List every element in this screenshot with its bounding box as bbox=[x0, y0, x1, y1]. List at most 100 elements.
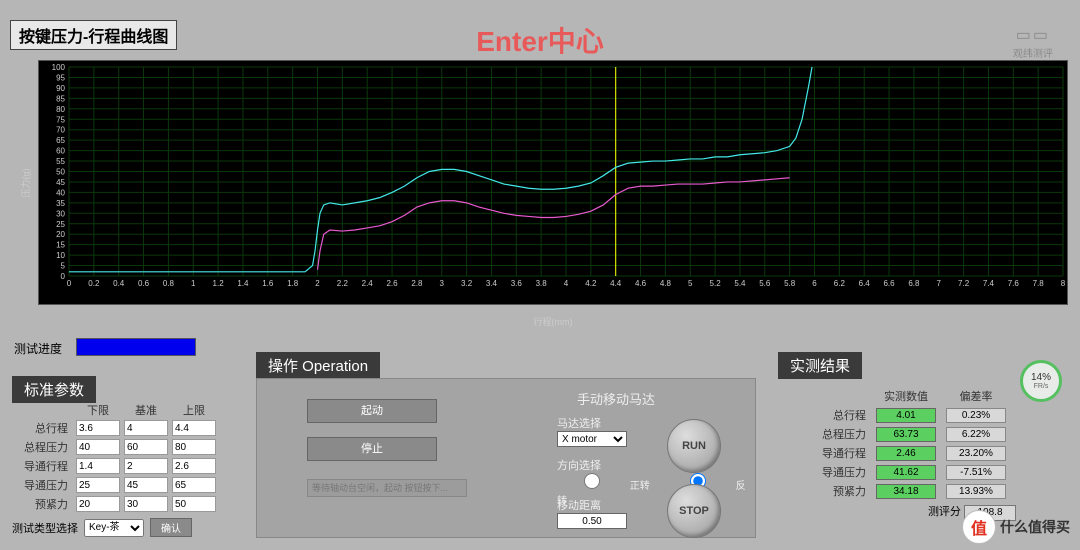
confirm-button[interactable]: 确认 bbox=[150, 518, 192, 537]
svg-text:40: 40 bbox=[56, 188, 65, 197]
svg-text:10: 10 bbox=[56, 251, 65, 260]
svg-text:50: 50 bbox=[56, 168, 65, 177]
svg-text:6: 6 bbox=[812, 279, 817, 288]
panel-title: 按键压力-行程曲线图 bbox=[10, 20, 177, 50]
svg-text:3.6: 3.6 bbox=[511, 279, 523, 288]
std-lo-input[interactable] bbox=[76, 496, 120, 512]
std-lo-input[interactable] bbox=[76, 458, 120, 474]
result-value: 34.18 bbox=[876, 484, 936, 499]
svg-text:2.8: 2.8 bbox=[411, 279, 423, 288]
svg-text:6.2: 6.2 bbox=[834, 279, 846, 288]
svg-text:25: 25 bbox=[56, 220, 65, 229]
results-title: 实测结果 bbox=[778, 352, 862, 379]
svg-text:5.6: 5.6 bbox=[759, 279, 771, 288]
svg-text:2.6: 2.6 bbox=[386, 279, 398, 288]
svg-text:1.8: 1.8 bbox=[287, 279, 299, 288]
svg-text:2: 2 bbox=[315, 279, 320, 288]
result-value: 2.46 bbox=[876, 446, 936, 461]
svg-text:5.8: 5.8 bbox=[784, 279, 796, 288]
svg-text:3.4: 3.4 bbox=[486, 279, 498, 288]
test-type-label: 测试类型选择 bbox=[12, 520, 78, 536]
svg-text:1.4: 1.4 bbox=[237, 279, 249, 288]
svg-text:2.4: 2.4 bbox=[362, 279, 374, 288]
svg-text:70: 70 bbox=[56, 126, 65, 135]
std-mid-input[interactable] bbox=[124, 420, 168, 436]
svg-text:15: 15 bbox=[56, 241, 65, 250]
std-hi-input[interactable] bbox=[172, 439, 216, 455]
svg-text:20: 20 bbox=[56, 230, 65, 239]
page-title: Enter中心 bbox=[476, 20, 604, 60]
dir-forward-radio[interactable]: 正转 bbox=[557, 481, 650, 492]
std-mid-input[interactable] bbox=[124, 496, 168, 512]
start-button[interactable]: 起动 bbox=[307, 399, 437, 423]
svg-text:4: 4 bbox=[564, 279, 569, 288]
motor-stop-button[interactable]: STOP bbox=[667, 484, 721, 538]
svg-text:5: 5 bbox=[688, 279, 693, 288]
score-label: 测评分 bbox=[928, 506, 961, 518]
std-hi-input[interactable] bbox=[172, 458, 216, 474]
svg-text:0: 0 bbox=[61, 272, 66, 281]
svg-text:80: 80 bbox=[56, 105, 65, 114]
svg-text:5.2: 5.2 bbox=[710, 279, 722, 288]
run-button[interactable]: RUN bbox=[667, 419, 721, 473]
svg-text:65: 65 bbox=[56, 136, 65, 145]
svg-text:7.2: 7.2 bbox=[958, 279, 970, 288]
svg-text:100: 100 bbox=[52, 63, 66, 72]
stop-button[interactable]: 停止 bbox=[307, 437, 437, 461]
svg-text:75: 75 bbox=[56, 115, 65, 124]
svg-text:1: 1 bbox=[191, 279, 196, 288]
std-hi-input[interactable] bbox=[172, 496, 216, 512]
svg-text:0.2: 0.2 bbox=[88, 279, 100, 288]
operation-title: 操作 Operation bbox=[256, 352, 380, 379]
svg-text:6.8: 6.8 bbox=[908, 279, 920, 288]
svg-text:3: 3 bbox=[440, 279, 445, 288]
standard-params-panel: 下限 基准 上限 总行程 总程压力 导通行程 导通压力 预紧力 测试类型选择 K… bbox=[12, 402, 242, 537]
test-type-select[interactable]: Key-茶 bbox=[84, 519, 144, 537]
svg-text:0: 0 bbox=[67, 279, 72, 288]
std-lo-input[interactable] bbox=[76, 439, 120, 455]
distance-label: 移动距离 bbox=[557, 497, 627, 513]
result-value: 63.73 bbox=[876, 427, 936, 442]
std-hi-input[interactable] bbox=[172, 477, 216, 493]
svg-text:7.8: 7.8 bbox=[1033, 279, 1045, 288]
svg-text:45: 45 bbox=[56, 178, 65, 187]
std-mid-input[interactable] bbox=[124, 439, 168, 455]
direction-label: 方向选择 bbox=[557, 457, 755, 473]
svg-text:5.4: 5.4 bbox=[734, 279, 746, 288]
status-hint: 等待轴动台空闲，起动 按钮按下... bbox=[307, 479, 467, 497]
motor-section-title: 手动移动马达 bbox=[577, 389, 655, 408]
distance-input[interactable] bbox=[557, 513, 627, 529]
svg-text:4.6: 4.6 bbox=[635, 279, 647, 288]
progress-bar bbox=[76, 338, 196, 356]
svg-text:7: 7 bbox=[937, 279, 942, 288]
result-error: 0.23% bbox=[946, 408, 1006, 423]
svg-text:7.6: 7.6 bbox=[1008, 279, 1020, 288]
svg-text:4.4: 4.4 bbox=[610, 279, 622, 288]
std-lo-input[interactable] bbox=[76, 420, 120, 436]
svg-text:6.4: 6.4 bbox=[859, 279, 871, 288]
svg-text:1.2: 1.2 bbox=[213, 279, 225, 288]
force-travel-chart: 0510152025303540455055606570758085909510… bbox=[38, 60, 1068, 305]
std-mid-input[interactable] bbox=[124, 458, 168, 474]
std-hi-input[interactable] bbox=[172, 420, 216, 436]
svg-text:5: 5 bbox=[61, 262, 66, 271]
operation-panel: 起动 停止 等待轴动台空闲，起动 按钮按下... 手动移动马达 马达选择 X m… bbox=[256, 378, 756, 538]
svg-text:8: 8 bbox=[1061, 279, 1066, 288]
svg-text:4.8: 4.8 bbox=[660, 279, 672, 288]
svg-text:30: 30 bbox=[56, 209, 65, 218]
svg-text:3.8: 3.8 bbox=[536, 279, 548, 288]
results-panel: 实测数值 偏差率 总行程 4.01 0.23%总程压力 63.73 6.22%导… bbox=[806, 388, 1016, 521]
result-error: 6.22% bbox=[946, 427, 1006, 442]
motor-select[interactable]: X motor bbox=[557, 431, 627, 447]
svg-text:0.4: 0.4 bbox=[113, 279, 125, 288]
result-value: 41.62 bbox=[876, 465, 936, 480]
svg-text:2.2: 2.2 bbox=[337, 279, 349, 288]
watermark: 值 什么值得买 bbox=[962, 510, 1070, 544]
std-lo-input[interactable] bbox=[76, 477, 120, 493]
svg-text:7.4: 7.4 bbox=[983, 279, 995, 288]
std-mid-input[interactable] bbox=[124, 477, 168, 493]
svg-text:6.6: 6.6 bbox=[883, 279, 895, 288]
progress-label: 测试进度 bbox=[14, 340, 62, 357]
svg-text:0.6: 0.6 bbox=[138, 279, 150, 288]
svg-text:3.2: 3.2 bbox=[461, 279, 473, 288]
